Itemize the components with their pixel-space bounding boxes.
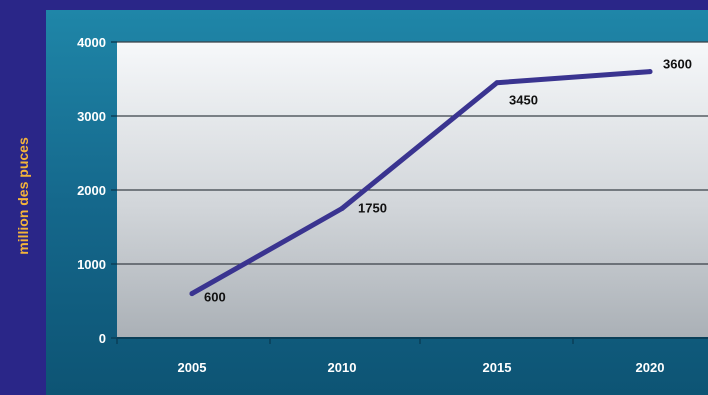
x-tick-labels: 2005 2010 2015 2020 bbox=[178, 360, 665, 375]
series-line bbox=[189, 69, 653, 297]
y-tick-labels: 0 1000 2000 3000 4000 bbox=[77, 35, 106, 346]
x-tick-label: 2015 bbox=[483, 360, 512, 375]
x-tick-label: 2020 bbox=[636, 360, 665, 375]
gridlines bbox=[117, 41, 708, 265]
data-label: 600 bbox=[204, 290, 226, 305]
data-point bbox=[339, 206, 345, 211]
data-label: 1750 bbox=[358, 201, 387, 216]
y-tick-label: 2000 bbox=[77, 183, 106, 198]
y-tick-label: 0 bbox=[99, 331, 106, 346]
data-label: 3450 bbox=[509, 93, 538, 108]
y-tick-label: 1000 bbox=[77, 257, 106, 272]
data-point bbox=[189, 291, 195, 297]
data-label: 3600 bbox=[663, 57, 692, 72]
x-tick-label: 2010 bbox=[328, 360, 357, 375]
series-group bbox=[189, 69, 653, 297]
data-point bbox=[494, 80, 500, 86]
y-tick-label: 4000 bbox=[77, 35, 106, 50]
data-labels: 600 1750 3450 3600 bbox=[204, 57, 692, 305]
data-point bbox=[647, 69, 653, 75]
axes bbox=[111, 41, 708, 344]
x-tick-label: 2005 bbox=[178, 360, 207, 375]
y-tick-label: 3000 bbox=[77, 109, 106, 124]
